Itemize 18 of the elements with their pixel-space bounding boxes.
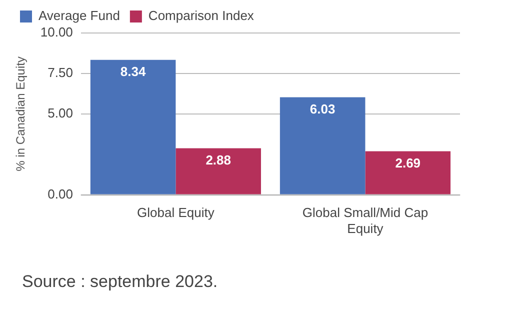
y-tick-label: 0.00 (48, 186, 73, 202)
data-label: 2.69 (395, 155, 421, 170)
legend-label: Comparison Index (148, 8, 254, 24)
bar (176, 148, 261, 194)
y-tick-label: 5.00 (48, 105, 73, 120)
data-label: 6.03 (310, 101, 336, 116)
bar (90, 60, 176, 194)
x-tick-label: Global Small/Mid Cap Equity (302, 205, 428, 236)
y-tick-label: 10.00 (40, 24, 73, 40)
bar (365, 151, 451, 194)
y-axis-title: % in Canadian Equity (14, 56, 28, 172)
data-label: 2.88 (206, 152, 231, 168)
bar (280, 97, 366, 194)
y-tick-label: 7.50 (48, 65, 73, 80)
x-tick-label: Global Equity (137, 205, 215, 220)
legend-label: Average Fund (38, 8, 120, 24)
data-label: 8.34 (120, 64, 146, 79)
source-note: Source : septembre 2023. (22, 272, 218, 292)
